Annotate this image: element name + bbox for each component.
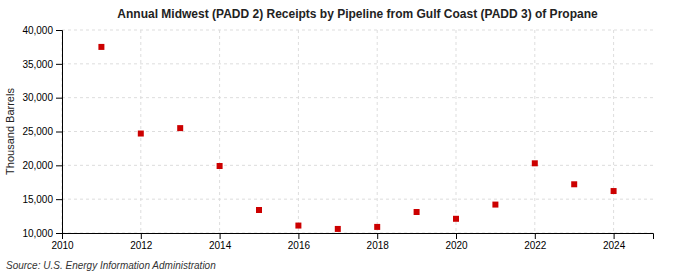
grid-line-y [62, 97, 653, 98]
point [335, 226, 341, 232]
chart-svg: 2010 2012 2014 2016 2018 2020 2022 2024 10,000 15… [0, 0, 675, 275]
tick: 2012 [130, 233, 153, 251]
grid-line-y [62, 165, 653, 166]
point [177, 125, 183, 131]
point [414, 209, 420, 215]
tick: 2024 [603, 233, 626, 251]
tick: 15,000 [22, 194, 62, 205]
grid [62, 30, 653, 233]
tick-label: 25,000 [22, 126, 53, 137]
tick: 35,000 [22, 59, 62, 70]
y-axis-label: Thousand Barrels [4, 88, 16, 175]
tick-mark [141, 233, 142, 239]
tick: 25,000 [22, 126, 62, 137]
axis-line [56, 31, 63, 234]
point [256, 207, 262, 213]
tick-label: 2010 [51, 240, 74, 251]
tick-label: 20,000 [22, 160, 53, 171]
tick: 2016 [288, 233, 311, 251]
tick-label: 2016 [288, 240, 311, 251]
point [492, 202, 498, 208]
tick-label: 2022 [524, 240, 547, 251]
tick-label: 2014 [209, 240, 232, 251]
point [453, 216, 459, 222]
tick-label: 2020 [445, 240, 468, 251]
point [611, 188, 617, 194]
point [138, 131, 144, 137]
tick-label: 2018 [367, 240, 390, 251]
tick-label: 2024 [603, 240, 626, 251]
tick-mark [56, 233, 62, 234]
point [571, 181, 577, 187]
plot-area: 2010 2012 2014 2016 2018 2020 2022 2024 10,000 15… [22, 25, 653, 251]
grid-line-y [62, 30, 653, 31]
tick-mark [456, 233, 457, 239]
tick-mark [614, 233, 615, 239]
tick-mark [298, 233, 299, 239]
tick-mark [56, 98, 62, 99]
grid-line-y [62, 131, 653, 132]
chart-container: 2010 2012 2014 2016 2018 2020 2022 2024 10,000 15… [0, 0, 675, 275]
tick-label: 2012 [130, 240, 153, 251]
grid-line-y [62, 63, 653, 64]
tick-mark [220, 233, 221, 239]
tick: 2010 [51, 233, 74, 251]
point [374, 224, 380, 230]
grid-line-x [456, 30, 457, 233]
tick-label: 15,000 [22, 194, 53, 205]
tick-mark [535, 233, 536, 239]
tick: 2018 [367, 233, 390, 251]
tick: 20,000 [22, 160, 62, 171]
grid-line-x [534, 30, 535, 233]
tick-mark [56, 165, 62, 166]
grid-line-x [613, 30, 614, 233]
annotation: Source: U.S. Energy Information Administ… [6, 260, 216, 271]
tick-label: 30,000 [22, 92, 53, 103]
point [295, 223, 301, 229]
tick-mark [56, 199, 62, 200]
tick-label: 40,000 [22, 25, 53, 36]
y-axis: 10,000 15,000 20,000 25,000 30,000 35,000 40,0… [22, 25, 62, 239]
tick-mark [377, 233, 378, 239]
tick-mark [56, 30, 62, 31]
tick: 2022 [524, 233, 547, 251]
grid-line-y [62, 199, 653, 200]
point [98, 44, 104, 50]
point [532, 160, 538, 166]
tick: 30,000 [22, 92, 62, 103]
tick-label: 10,000 [22, 228, 53, 239]
tick-label: 35,000 [22, 59, 53, 70]
title: Annual Midwest (PADD 2) Receipts by Pipe… [117, 7, 598, 21]
tick: 2014 [209, 233, 232, 251]
tick: 2020 [445, 233, 468, 251]
x-axis: 2010 2012 2014 2016 2018 2020 2022 2024 [51, 233, 653, 251]
tick-mark [56, 132, 62, 133]
tick: 40,000 [22, 25, 62, 36]
axis-line [63, 234, 654, 240]
tick-mark [56, 64, 62, 65]
tick: 10,000 [22, 228, 62, 239]
point [217, 163, 223, 169]
marks [98, 44, 616, 232]
